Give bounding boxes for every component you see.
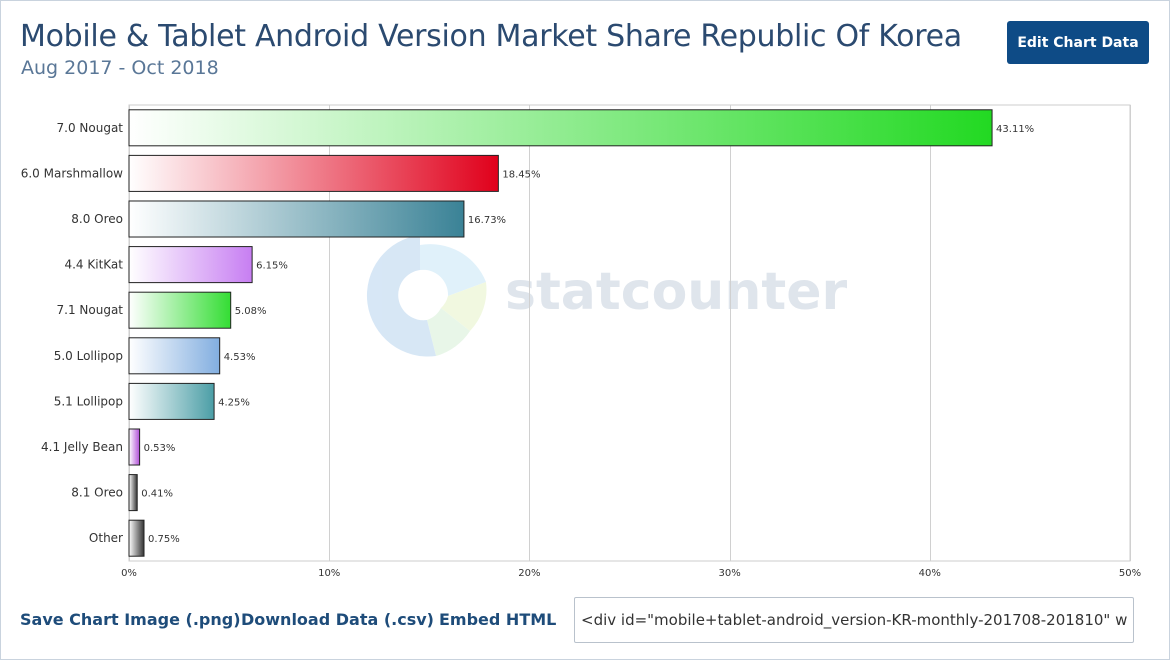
value-label: 0.53% — [144, 443, 176, 454]
category-label: 4.4 KitKat — [64, 258, 123, 272]
value-label: 6.15% — [256, 261, 288, 272]
chart-bars — [128, 109, 993, 557]
category-label: 5.0 Lollipop — [54, 349, 123, 363]
category-label: 5.1 Lollipop — [54, 394, 123, 408]
bar-chart: statcounter 0% 10% 20% 30% 40% 50% 7.0 Nougat 4… — [21, 104, 1141, 579]
bar[interactable] — [128, 200, 465, 238]
value-label: 5.08% — [235, 306, 267, 317]
value-label: 4.53% — [224, 352, 256, 363]
statcounter-logo-icon — [366, 235, 487, 357]
category-label: 8.0 Oreo — [71, 212, 123, 226]
watermark-text: statcounter — [505, 262, 847, 322]
value-label: 16.73% — [468, 215, 506, 226]
page-title: Mobile & Tablet Android Version Market S… — [20, 19, 962, 54]
value-label: 43.11% — [996, 124, 1034, 135]
x-tick-label: 20% — [518, 568, 540, 579]
embed-code-input[interactable] — [575, 598, 1133, 642]
bar[interactable] — [128, 382, 215, 420]
statcounter-watermark: statcounter — [366, 235, 847, 357]
save-chart-image-link[interactable]: Save Chart Image (.png) — [20, 610, 241, 629]
chart-labels: 0% 10% 20% 30% 40% 50% 7.0 Nougat 43.11% 6.0 Mar… — [21, 121, 1141, 579]
category-label: 7.0 Nougat — [57, 121, 124, 135]
page-subtitle: Aug 2017 - Oct 2018 — [21, 57, 219, 79]
bar[interactable] — [128, 154, 499, 192]
embed-code-box[interactable] — [574, 597, 1134, 643]
download-data-link[interactable]: Download Data (.csv) — [241, 610, 434, 629]
x-tick-label: 10% — [318, 568, 340, 579]
value-label: 18.45% — [502, 169, 540, 180]
bar[interactable] — [128, 474, 138, 512]
value-label: 0.75% — [148, 534, 180, 545]
x-tick-label: 30% — [718, 568, 740, 579]
value-label: 4.25% — [218, 397, 250, 408]
embed-html-link[interactable]: Embed HTML — [439, 610, 557, 629]
bar[interactable] — [128, 337, 221, 375]
category-label: 6.0 Marshmallow — [21, 166, 123, 180]
bar[interactable] — [128, 291, 232, 329]
category-label: 7.1 Nougat — [57, 303, 124, 317]
edit-chart-data-button[interactable]: Edit Chart Data — [1007, 21, 1149, 64]
x-tick-label: 0% — [121, 568, 137, 579]
bar[interactable] — [128, 109, 993, 147]
x-tick-label: 50% — [1119, 568, 1141, 579]
bar[interactable] — [128, 519, 145, 557]
category-label: 8.1 Oreo — [71, 486, 123, 500]
bar[interactable] — [128, 246, 253, 284]
x-tick-label: 40% — [919, 568, 941, 579]
category-label: 4.1 Jelly Bean — [41, 440, 123, 454]
category-label: Other — [89, 531, 123, 545]
bar[interactable] — [128, 428, 141, 466]
value-label: 0.41% — [141, 489, 173, 500]
